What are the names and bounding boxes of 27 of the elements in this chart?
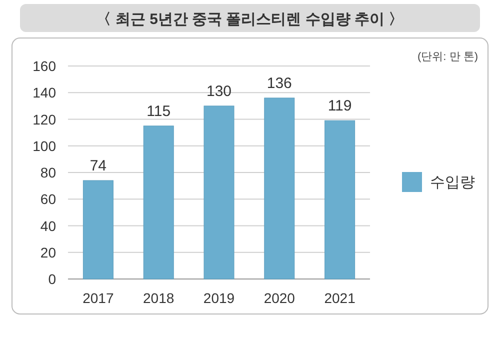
data-label: 119 — [328, 98, 352, 115]
bar — [82, 180, 114, 280]
y-tick-label: 140 — [32, 84, 56, 101]
bar — [324, 120, 356, 280]
legend-label: 수입량 — [430, 174, 475, 191]
y-tick-label: 20 — [40, 244, 56, 260]
bar — [204, 106, 234, 280]
x-tick-label: 2020 — [264, 290, 296, 306]
chart-title: 〈 최근 5년간 중국 폴리스티렌 수입량 추이 〉 — [96, 11, 404, 28]
y-tick-label: 160 — [32, 58, 56, 74]
y-tick-label: 40 — [40, 218, 56, 234]
data-label: 115 — [146, 102, 171, 120]
data-label: 136 — [266, 74, 292, 92]
bar — [264, 98, 295, 280]
y-tick-label: 60 — [40, 191, 56, 208]
x-tick-label: 2018 — [143, 290, 174, 306]
data-label: 74 — [90, 157, 107, 174]
x-tick-label: 2019 — [203, 290, 235, 306]
y-tick-label: 120 — [32, 111, 56, 128]
data-label: 130 — [206, 82, 232, 100]
y-tick-label: 80 — [40, 164, 56, 180]
x-tick-label: 2017 — [82, 290, 114, 306]
bar — [143, 126, 174, 280]
y-tick-label: 100 — [32, 138, 56, 154]
y-tick-label: 0 — [48, 271, 56, 287]
x-tick-label: 2021 — [324, 290, 356, 306]
text: (단위: 만 톤) — [418, 51, 478, 63]
